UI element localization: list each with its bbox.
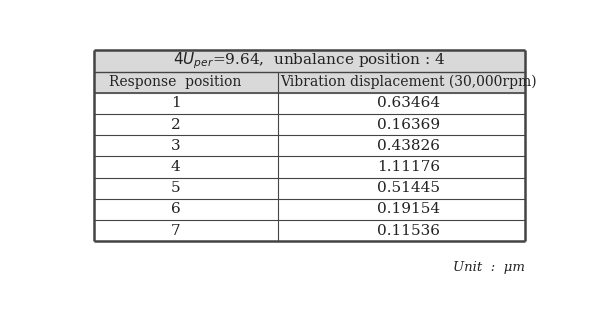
Text: 0.51445: 0.51445	[377, 181, 440, 195]
Text: 6: 6	[171, 202, 181, 216]
Text: 0.16369: 0.16369	[377, 118, 441, 132]
Text: 2: 2	[171, 118, 181, 132]
Text: 1: 1	[171, 96, 181, 111]
Bar	[94, 72, 526, 93]
Text: 4: 4	[171, 160, 181, 174]
Text: Response  position: Response position	[110, 75, 242, 89]
Text: 3: 3	[171, 139, 181, 153]
Text: 0.63464: 0.63464	[377, 96, 441, 111]
Text: 5: 5	[171, 181, 181, 195]
Text: Unit  :  μm: Unit : μm	[453, 261, 526, 274]
Bar	[94, 51, 526, 72]
Text: Vibration displacement (30,000rpm): Vibration displacement (30,000rpm)	[281, 75, 537, 89]
Text: 1.11176: 1.11176	[377, 160, 441, 174]
Text: $4U_{per}$=9.64,  unbalance position : 4: $4U_{per}$=9.64, unbalance position : 4	[173, 51, 446, 71]
Text: 0.43826: 0.43826	[377, 139, 440, 153]
Text: 0.19154: 0.19154	[377, 202, 441, 216]
Text: 7: 7	[171, 224, 181, 238]
Text: 0.11536: 0.11536	[377, 224, 440, 238]
